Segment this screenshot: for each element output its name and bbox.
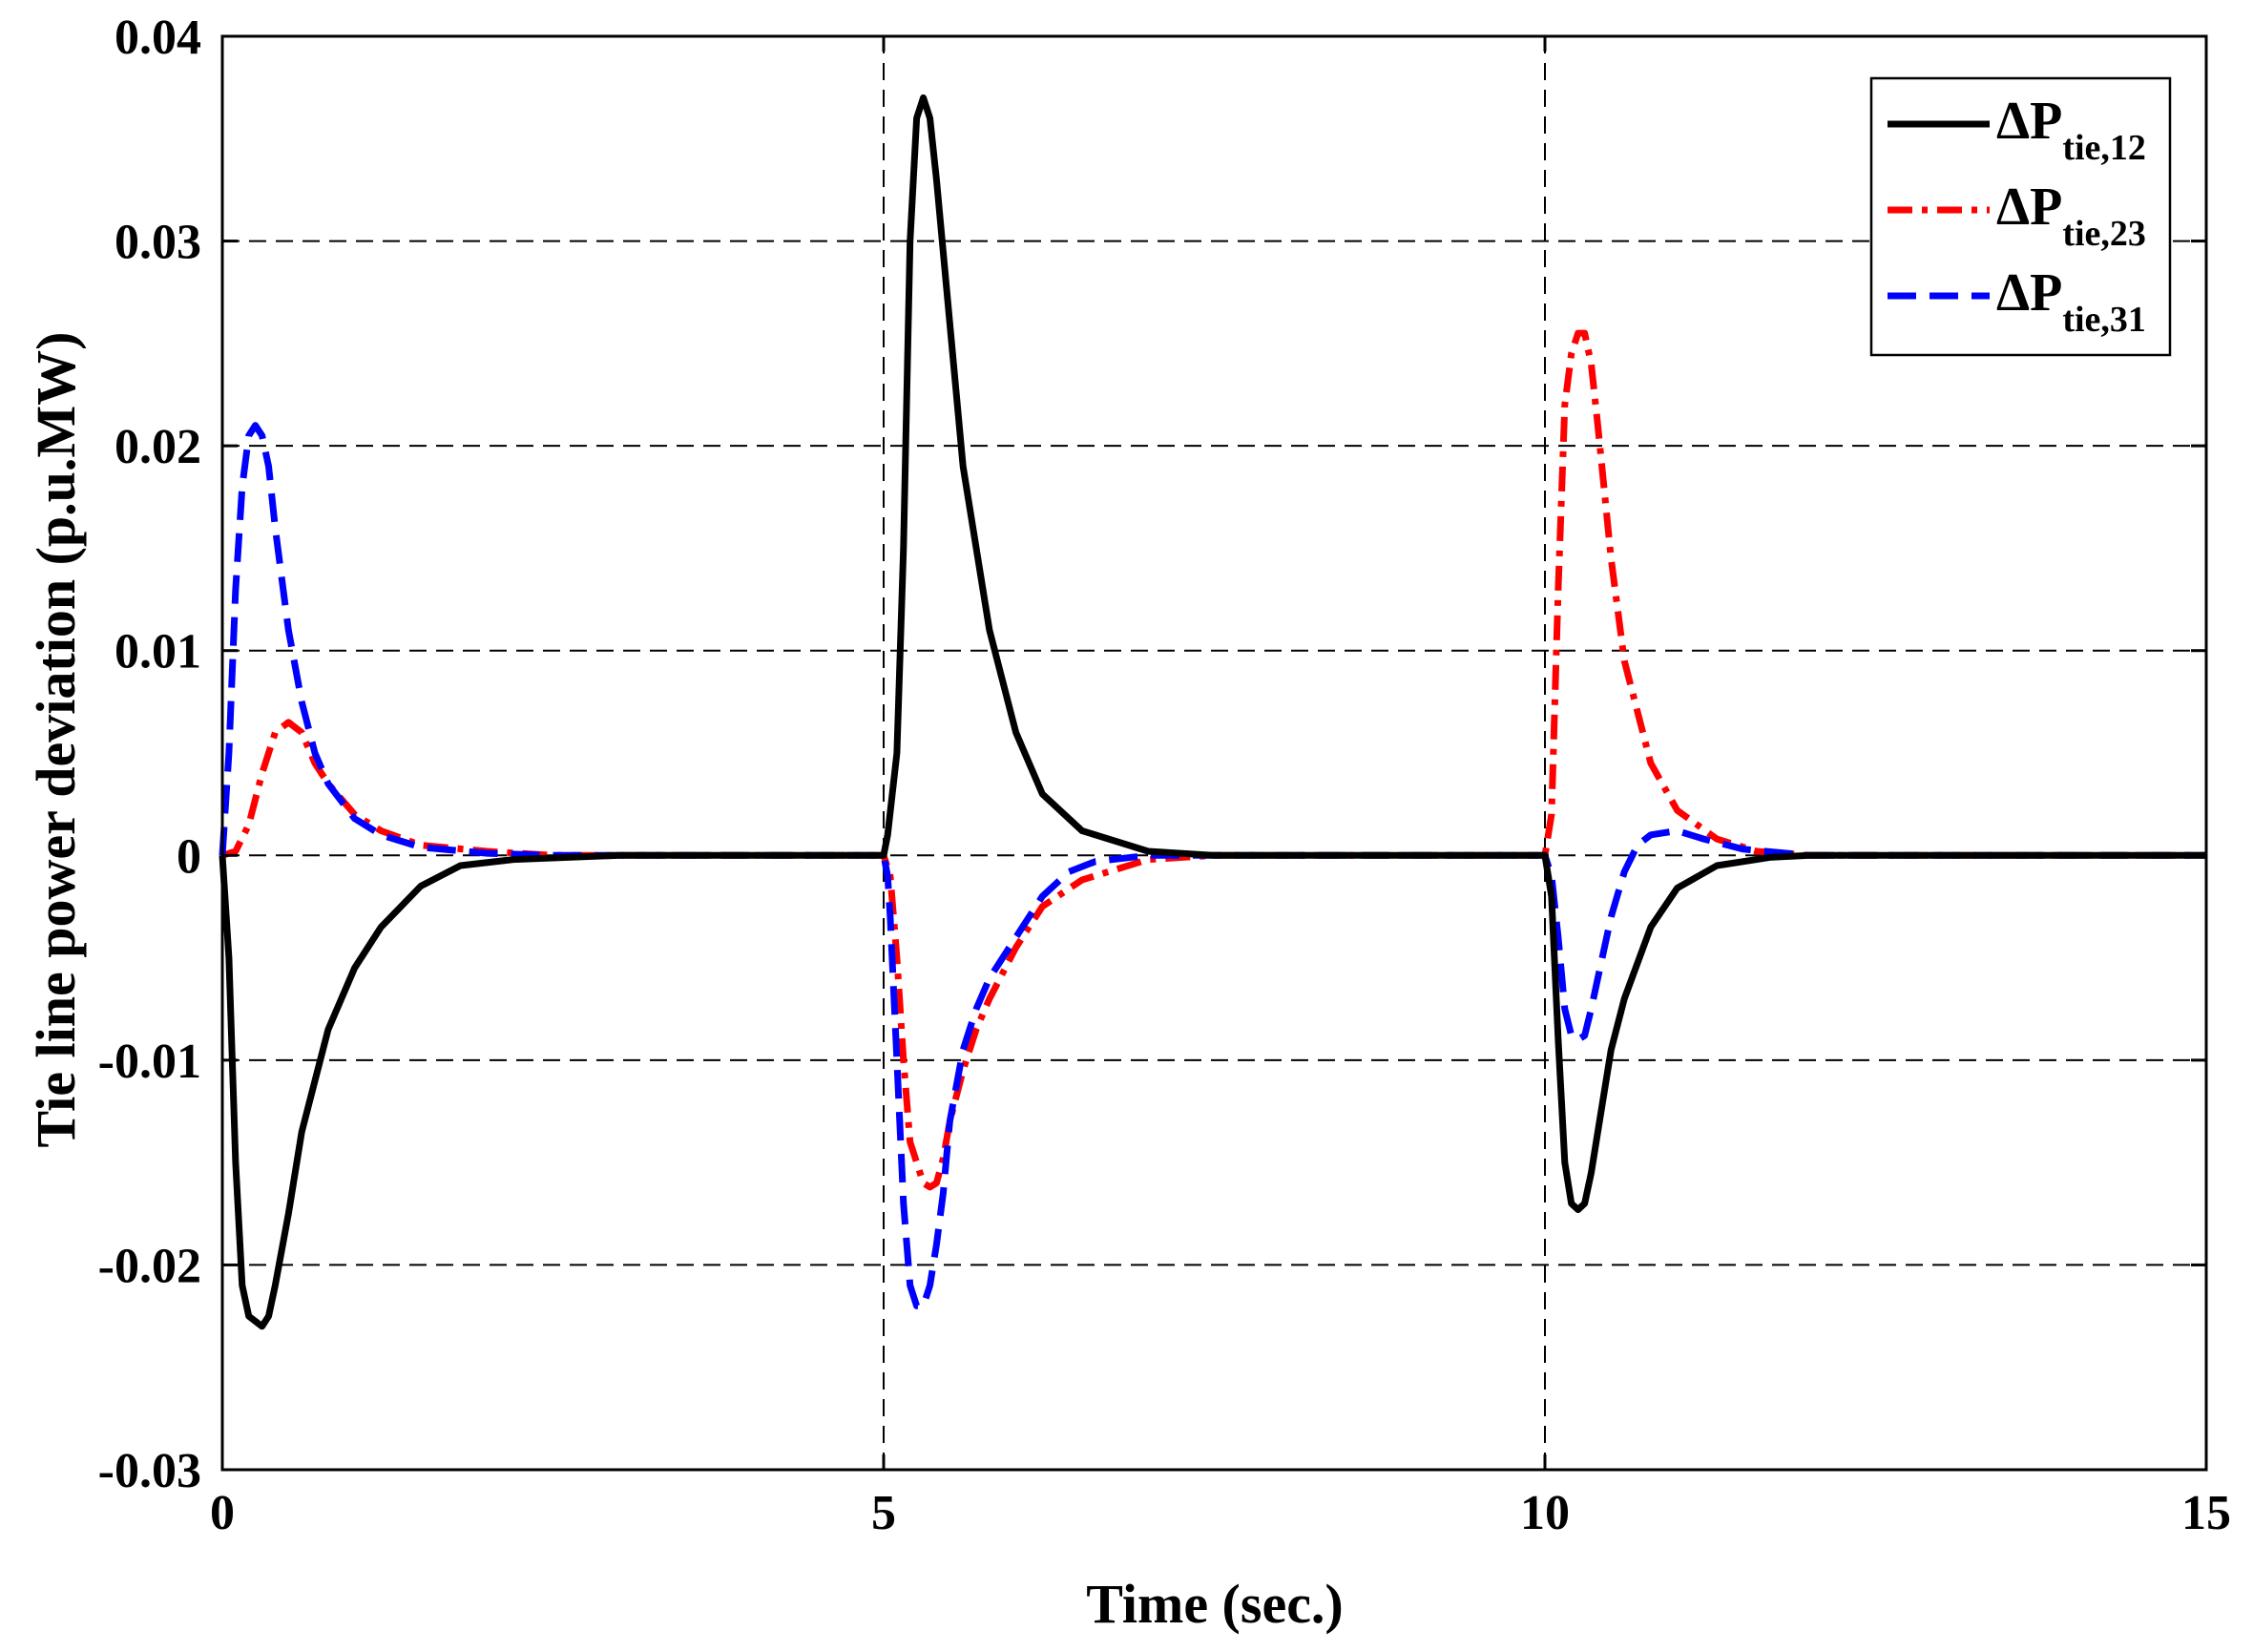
legend-label-main: ΔP (1996, 178, 2062, 237)
y-tick-label: -0.01 (98, 1035, 201, 1089)
y-tick-label: 0.04 (115, 10, 201, 65)
legend-label: ΔPtie,12 (1996, 92, 2146, 168)
legend-label-subscript: tie,23 (2062, 214, 2146, 254)
y-tick-label: -0.02 (98, 1239, 201, 1293)
y-tick-label: -0.03 (98, 1444, 201, 1498)
legend-label-main: ΔP (1996, 92, 2062, 151)
x-tick-label: 5 (871, 1486, 896, 1540)
x-axis-title: Time (sec.) (1086, 1573, 1344, 1635)
x-tick-label: 0 (210, 1486, 235, 1540)
axis-ticks (220, 34, 2208, 1472)
x-tick-label: 10 (1520, 1486, 1570, 1540)
series-line-tie-23 (220, 329, 2206, 1191)
y-tick-label: 0.02 (115, 420, 201, 474)
legend-label: ΔPtie,23 (1996, 178, 2146, 254)
legend-label-subscript: tie,12 (2062, 128, 2146, 168)
series-layer (219, 94, 2206, 1330)
plot-area-frame (220, 34, 2208, 1472)
series-line-tie-12 (219, 94, 2206, 1330)
legend-label: ΔPtie,31 (1996, 263, 2146, 340)
legend-label-main: ΔP (1996, 263, 2062, 323)
y-tick-label: 0.01 (115, 625, 201, 680)
y-axis-title: Tie line power deviation (p.u.MW) (25, 332, 87, 1148)
x-tick-label: 15 (2181, 1486, 2231, 1540)
legend-label-subscript: tie,31 (2062, 300, 2146, 340)
y-tick-label: 0 (177, 829, 201, 884)
y-tick-label: 0.03 (115, 216, 201, 270)
tick-labels: -0.03 -0.02 -0.01 0 0.01 0.02 0.03 0.04 0 5 10 15 (98, 10, 2231, 1540)
series-line-tie-31 (219, 422, 2206, 1309)
